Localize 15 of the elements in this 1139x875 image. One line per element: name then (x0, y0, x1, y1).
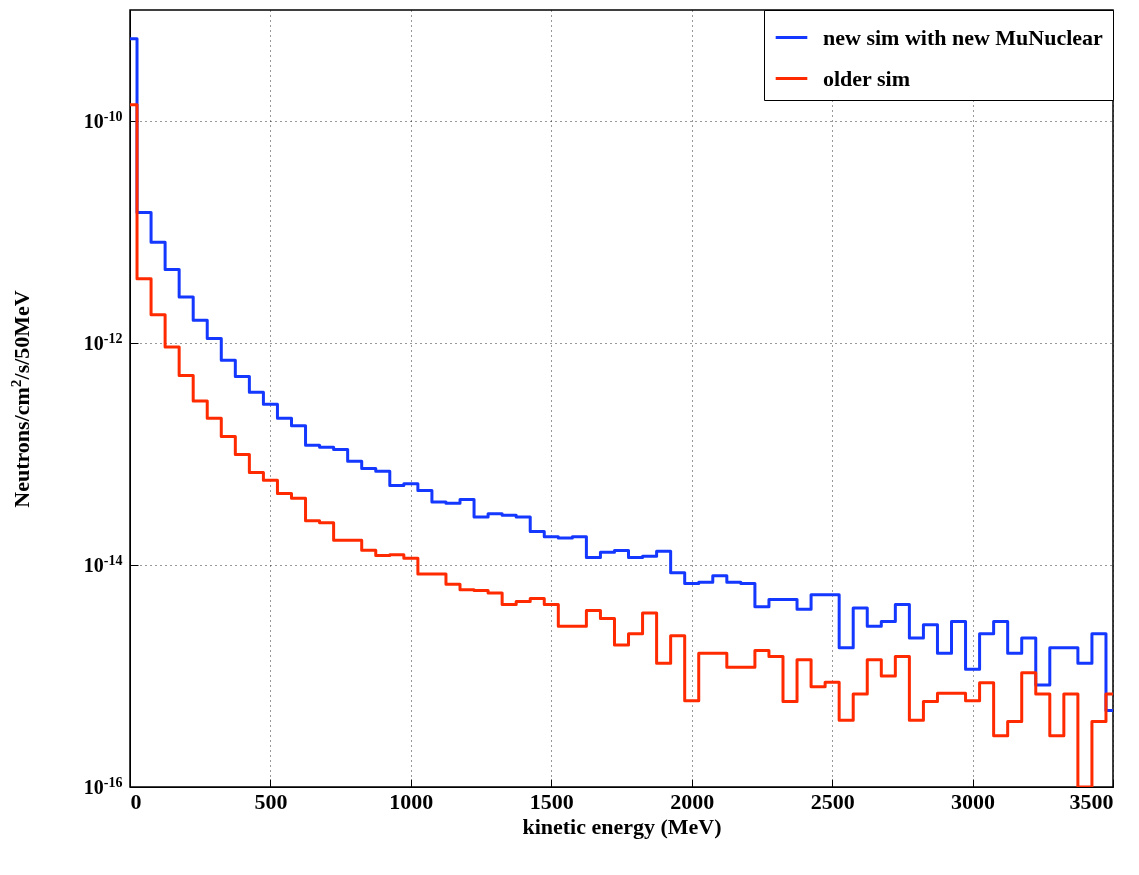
x-tick-label: 3500 (1069, 788, 1114, 814)
x-axis-title: kinetic energy (MeV) (522, 813, 722, 839)
x-tick-label: 0 (130, 788, 142, 814)
x-tick-label: 1000 (389, 788, 434, 814)
x-tick-label: 500 (254, 788, 288, 814)
x-tick-label: 2500 (810, 788, 855, 814)
x-tick-label: 1500 (529, 788, 574, 814)
y-tick-label: 10$^{-12}$ (83, 330, 123, 354)
x-tick-label: 3000 (951, 788, 996, 814)
legend-label: older sim (823, 65, 910, 91)
y-tick-label: 10$^{-16}$ (83, 774, 123, 798)
y-tick-label: 10$^{-10}$ (83, 108, 123, 132)
legend-label: new sim with new MuNuclear (823, 24, 1104, 50)
x-tick-label: 2000 (670, 788, 715, 814)
y-tick-label: 10$^{-14}$ (83, 552, 123, 576)
